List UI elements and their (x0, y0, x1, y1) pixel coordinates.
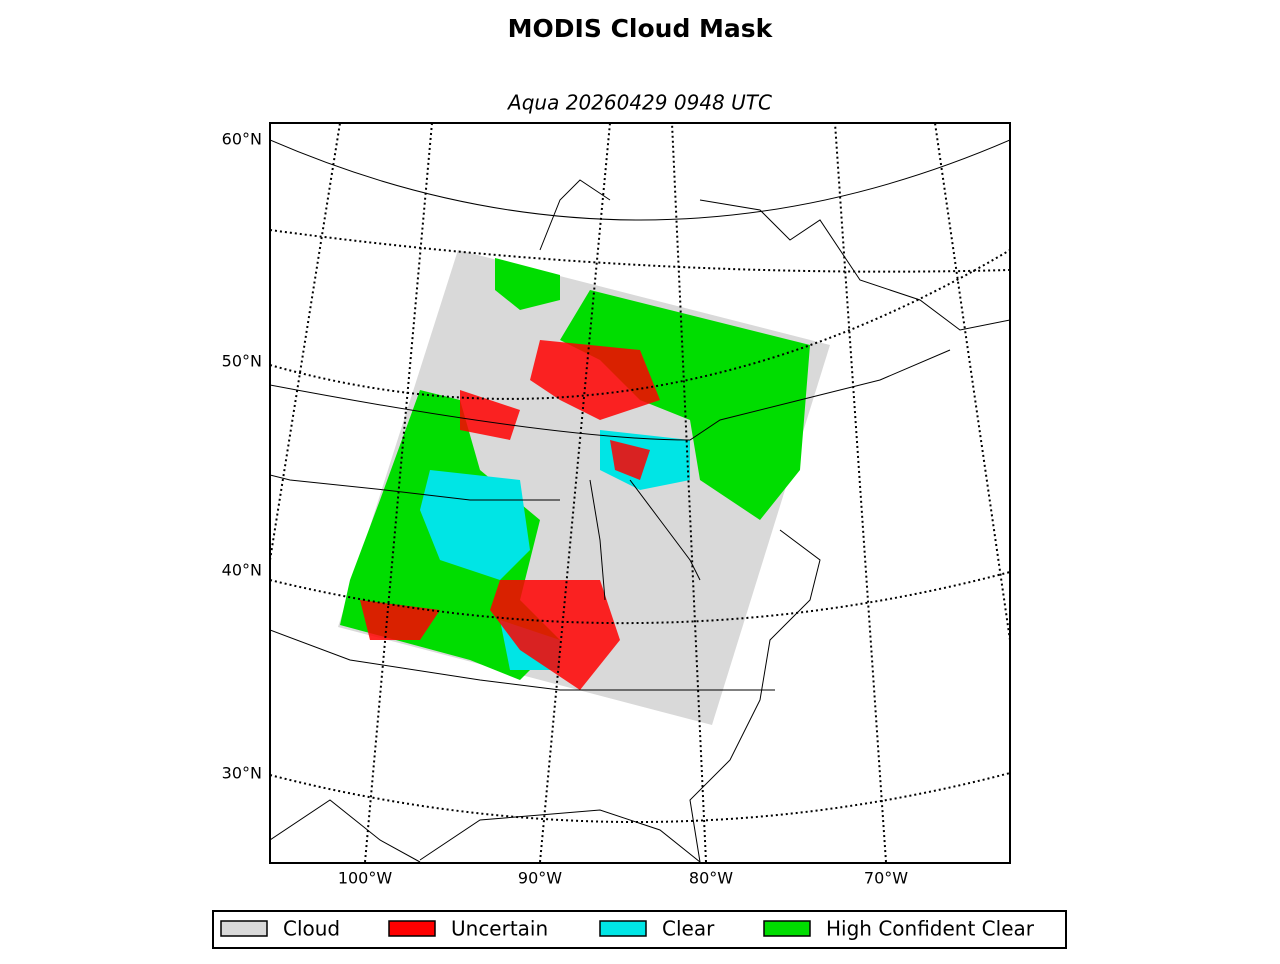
lat-label: 50°N (222, 352, 262, 371)
meridian (364, 123, 433, 863)
uncertain-patch (610, 440, 650, 480)
parallel (270, 249, 1010, 400)
uncertain-patch (490, 580, 620, 690)
meridian (539, 123, 611, 863)
lon-label: 100°W (338, 869, 393, 888)
parallel (270, 229, 1010, 273)
meridian (834, 123, 887, 863)
coast (689, 529, 821, 863)
lon-label: 90°W (518, 869, 562, 888)
legend-swatch (388, 920, 436, 937)
legend-label: Cloud (283, 917, 340, 941)
axis-labels: 60°N 50°N 40°N 30°N 100°W 90°W 80°W 70°W (222, 130, 909, 888)
legend-label: High Confident Clear (826, 917, 1035, 941)
lat-label: 30°N (222, 764, 262, 783)
meridian (671, 123, 707, 863)
meridian (934, 123, 1010, 641)
map-area (270, 123, 1010, 863)
title: MODIS Cloud Mask (508, 14, 774, 43)
legend-label: Uncertain (451, 917, 548, 941)
lat-label: 40°N (222, 561, 262, 580)
uncertain-patch (360, 600, 440, 640)
parallel (270, 772, 1010, 823)
legend-swatch (220, 920, 268, 937)
border (270, 629, 775, 691)
clear-patch (495, 258, 560, 310)
legend-swatch (763, 920, 811, 937)
legend-swatch (599, 920, 647, 937)
uncertain-patch (460, 390, 520, 440)
lakes (589, 479, 701, 601)
lat-label: 60°N (222, 130, 262, 149)
lon-label: 80°W (689, 869, 733, 888)
coast (539, 179, 1010, 331)
border (270, 139, 1010, 221)
border (270, 474, 560, 501)
legend-label: Clear (662, 917, 715, 941)
subtitle: Aqua 20260429 0948 UTC (506, 91, 772, 115)
border (270, 349, 951, 441)
uncertain-patch (530, 340, 660, 420)
clear-patch (560, 290, 810, 520)
lon-label: 70°W (864, 869, 908, 888)
map-frame (269, 122, 1011, 864)
coast (270, 799, 701, 863)
meridian (270, 123, 341, 561)
legend-entries: Cloud Uncertain Clear High Confident Clear (220, 917, 1035, 941)
